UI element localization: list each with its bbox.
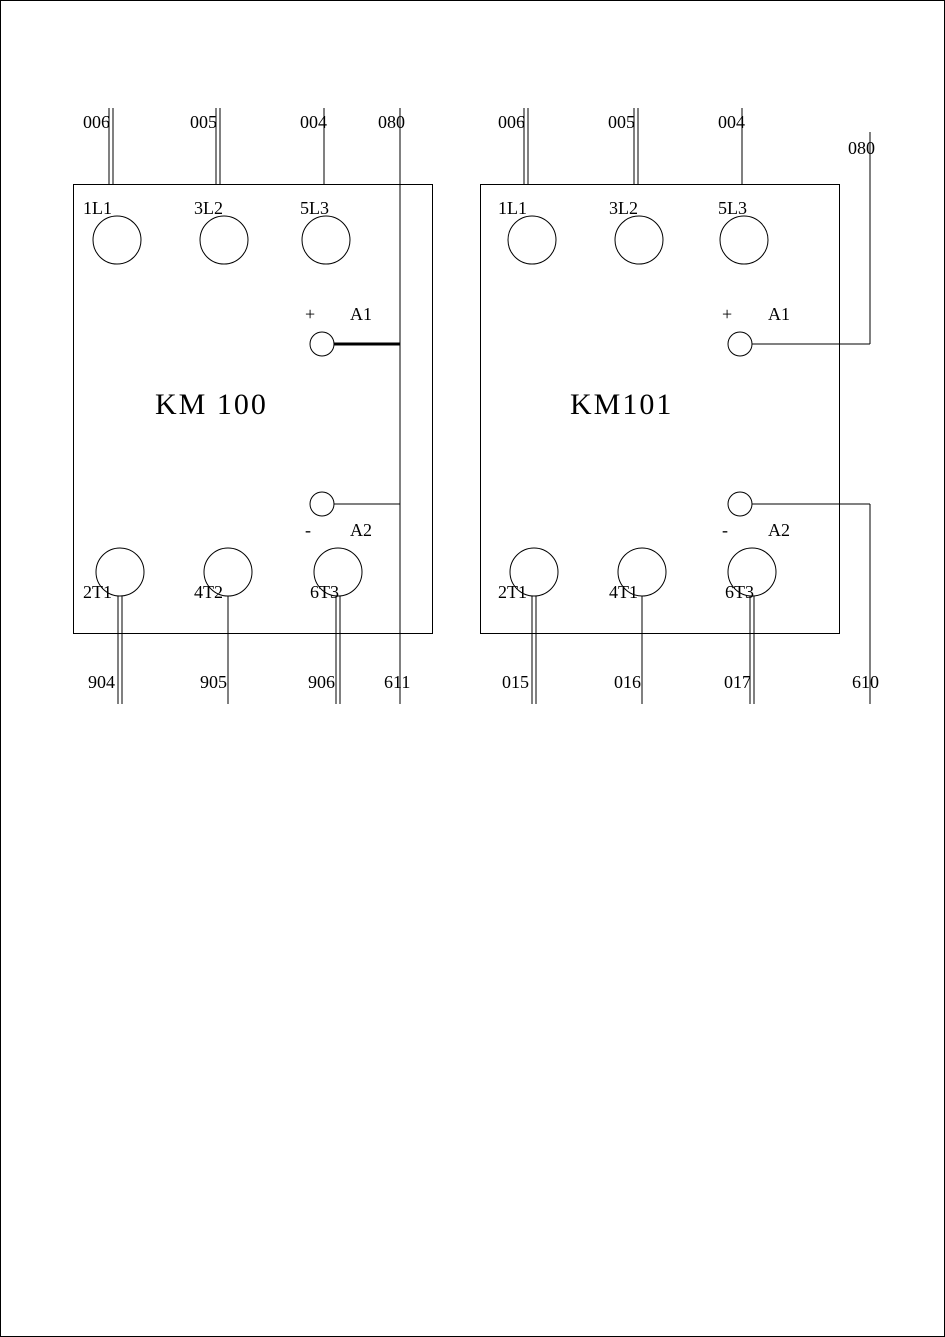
- wire-label: 005: [190, 112, 217, 133]
- contactor-title: KM101: [570, 388, 673, 422]
- wire-label: 004: [300, 112, 327, 133]
- terminal-label: 2T1: [498, 582, 527, 603]
- terminal-label: 3L2: [194, 198, 223, 219]
- coil-plus-label: +: [722, 304, 732, 325]
- terminal-label: 5L3: [718, 198, 747, 219]
- wire-label: 906: [308, 672, 335, 693]
- wire-label: 006: [498, 112, 525, 133]
- terminal-label: 6T3: [310, 582, 339, 603]
- terminal-label: 4T1: [609, 582, 638, 603]
- wire-label: 005: [608, 112, 635, 133]
- wire-label: 015: [502, 672, 529, 693]
- terminal-label: 4T2: [194, 582, 223, 603]
- wire-label: 016: [614, 672, 641, 693]
- coil-a1-label: A1: [768, 304, 790, 325]
- terminal-label: 6T3: [725, 582, 754, 603]
- schematic-svg: [0, 0, 945, 1337]
- coil-a1-label: A1: [350, 304, 372, 325]
- coil-a2-label: A2: [350, 520, 372, 541]
- coil-minus-label: -: [305, 520, 311, 541]
- wire-label: 905: [200, 672, 227, 693]
- terminal-label: 1L1: [498, 198, 527, 219]
- wire-label: 080: [378, 112, 405, 133]
- wire-label: 904: [88, 672, 115, 693]
- wire-label: 611: [384, 672, 410, 693]
- terminal-label: 1L1: [83, 198, 112, 219]
- wire-label: 080: [848, 138, 875, 159]
- terminal-label: 2T1: [83, 582, 112, 603]
- wire-label: 017: [724, 672, 751, 693]
- coil-plus-label: +: [305, 304, 315, 325]
- coil-a2-label: A2: [768, 520, 790, 541]
- contactor-title: KM 100: [155, 388, 268, 422]
- coil-minus-label: -: [722, 520, 728, 541]
- wire-label: 004: [718, 112, 745, 133]
- wire-label: 006: [83, 112, 110, 133]
- terminal-label: 3L2: [609, 198, 638, 219]
- diagram-page: 006 005 004 080 1L1 3L2 5L3 + A1 - A2 KM…: [0, 0, 945, 1337]
- terminal-label: 5L3: [300, 198, 329, 219]
- wire-label: 610: [852, 672, 879, 693]
